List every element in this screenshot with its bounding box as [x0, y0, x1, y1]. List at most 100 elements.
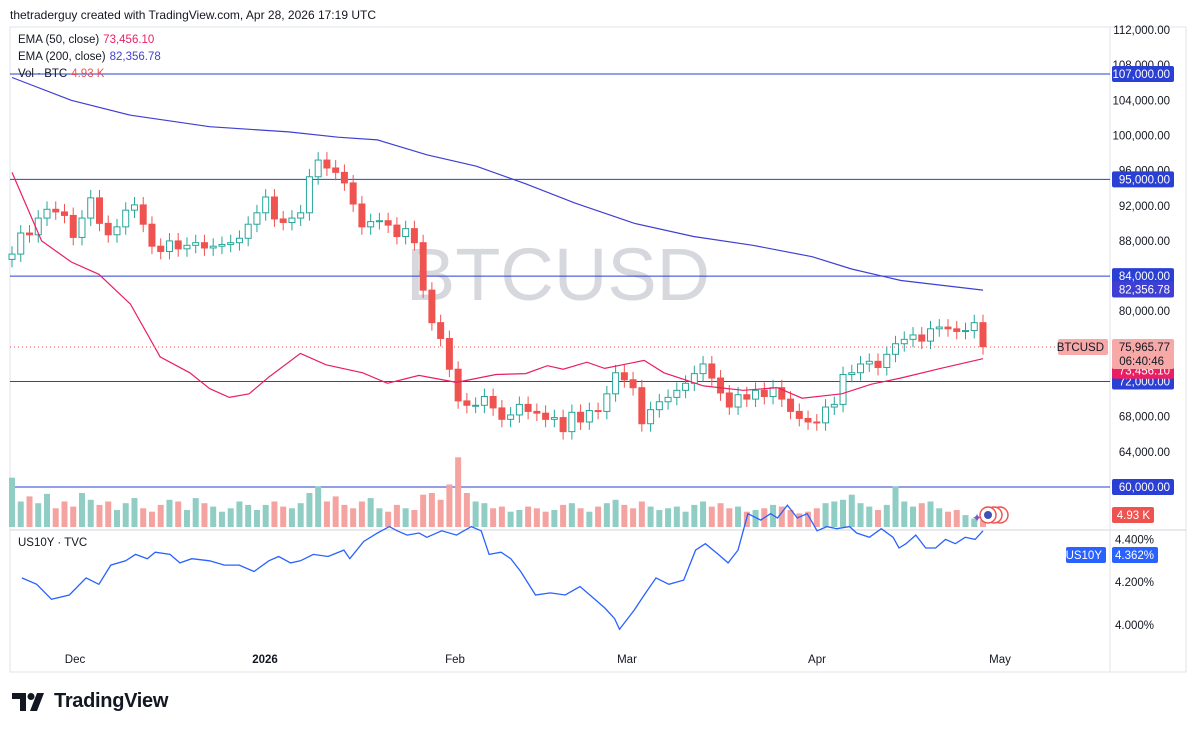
- candle-body: [148, 223, 156, 247]
- volume-bar: [35, 503, 42, 527]
- candle-body: [192, 242, 200, 246]
- volume-bar: [892, 486, 899, 527]
- volume-bar: [796, 513, 803, 527]
- candle-body: [410, 228, 418, 244]
- symbol-tag-bg: [1058, 339, 1108, 355]
- legend-volume-label: Vol · BTC: [18, 68, 68, 80]
- volume-bar: [463, 493, 470, 527]
- candle-body: [235, 237, 243, 244]
- candle-body: [297, 212, 305, 219]
- candle-body: [944, 326, 952, 330]
- volume-bar: [875, 510, 882, 527]
- candle-body: [962, 330, 970, 333]
- candle-body: [673, 389, 681, 398]
- last-price-countdown: 06:40:46: [1119, 356, 1164, 368]
- candle-body: [489, 395, 497, 409]
- us10y-axis: 4.400% 4.200% 4.000% US10Y 4.362%: [1066, 534, 1158, 632]
- candle-body: [953, 328, 961, 332]
- level-price-label: 60,000.00: [1119, 482, 1170, 494]
- candle-body: [612, 372, 620, 395]
- legend-volume[interactable]: Vol · BTC 4.93 K: [18, 68, 104, 80]
- price-tick-label: 88,000.00: [1119, 236, 1170, 248]
- volume-bar: [813, 508, 820, 527]
- candle-body: [848, 372, 856, 376]
- candle-body: [524, 403, 532, 412]
- candle-body: [17, 232, 25, 255]
- us10y-tick-label: 4.200%: [1115, 577, 1154, 589]
- volume-bar: [481, 503, 488, 527]
- candle-body: [480, 395, 488, 406]
- candle-body: [244, 223, 252, 239]
- volume-bar: [525, 506, 532, 527]
- candle-body: [664, 396, 672, 403]
- volume-bar: [691, 504, 698, 527]
- volume-bar: [595, 506, 602, 527]
- volume-bar: [166, 499, 173, 527]
- time-tick-label: May: [989, 654, 1011, 666]
- candle-body: [384, 220, 392, 226]
- volume-bar: [516, 510, 523, 527]
- volume-bar: [700, 501, 707, 527]
- candle-body: [559, 417, 567, 433]
- candle-body: [839, 374, 847, 405]
- ema200-price-label-bg: [1112, 281, 1174, 298]
- volume-bar: [656, 510, 663, 527]
- candle-body: [533, 410, 541, 414]
- volume-bar: [227, 508, 234, 527]
- volume-bar: [612, 499, 619, 527]
- tradingview-logo[interactable]: TradingView: [12, 690, 168, 713]
- candle-body: [498, 407, 506, 420]
- candle-body: [813, 421, 821, 424]
- volume-bar: [306, 493, 313, 527]
- candle-body: [603, 393, 611, 412]
- volume-bar: [428, 493, 435, 527]
- volume-bar: [358, 501, 365, 527]
- candle-body: [717, 377, 725, 394]
- candle-body: [139, 204, 147, 225]
- legend-ema50[interactable]: EMA (50, close) 73,456.10: [18, 34, 154, 46]
- events-icon[interactable]: ✦: [972, 506, 1009, 525]
- volume-bar: [621, 504, 628, 527]
- candle-body: [970, 322, 978, 332]
- candle-body: [428, 289, 436, 324]
- chart-attribution: thetraderguy created with TradingView.co…: [10, 8, 376, 22]
- candle-body: [402, 228, 410, 238]
- volume-bar: [17, 501, 24, 527]
- volume-bar: [533, 508, 540, 527]
- volume-bar: [673, 506, 680, 527]
- volume-bar: [971, 518, 978, 527]
- volume-bar: [192, 498, 199, 527]
- us10y-tick-label: 4.000%: [1115, 620, 1154, 632]
- candle-body: [883, 353, 891, 368]
- candle-body: [638, 387, 646, 425]
- price-tick-label: 92,000.00: [1119, 201, 1170, 213]
- volume-bar: [26, 496, 33, 527]
- volume-bar: [962, 515, 969, 527]
- volume-bar: [175, 501, 182, 527]
- legend-ema200[interactable]: EMA (200, close) 82,356.78: [18, 51, 161, 63]
- volume-bar: [822, 503, 829, 527]
- volume-bar: [752, 510, 759, 527]
- time-tick-label: Mar: [617, 654, 637, 666]
- candle-body: [174, 240, 182, 250]
- level-price-label: 107,000.00: [1112, 69, 1170, 81]
- tradingview-logo-text: TradingView: [54, 690, 169, 712]
- legend-ema50-label: EMA (50, close): [18, 34, 100, 46]
- volume-bar: [446, 484, 453, 527]
- us10y-legend[interactable]: US10Y · TVC: [18, 537, 88, 549]
- price-axis-labels: 107,000.00 95,000.00 84,000.00 72,000.00 60,…: [1057, 65, 1174, 523]
- horizontal-levels: [10, 73, 1110, 488]
- candle-body: [87, 197, 95, 219]
- price-tick-label: 104,000.00: [1112, 95, 1170, 107]
- candle-body: [437, 322, 445, 339]
- time-tick-label: Dec: [65, 654, 86, 666]
- volume-bar: [61, 501, 68, 527]
- volume-bar: [831, 501, 838, 527]
- volume-bar: [131, 498, 138, 527]
- candles: [8, 152, 987, 440]
- volume-bar: [708, 506, 715, 527]
- volume-bar: [778, 506, 785, 527]
- volume-bar: [385, 511, 392, 527]
- candle-body: [892, 343, 900, 355]
- candle-body: [332, 167, 340, 173]
